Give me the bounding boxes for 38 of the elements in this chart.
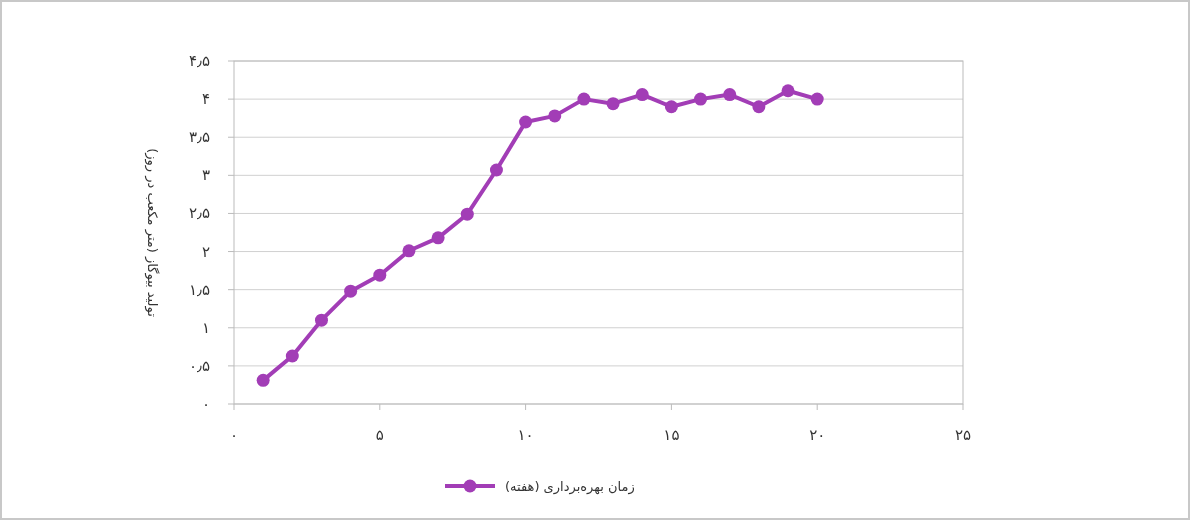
y-axis-title: تولید بیوگاز (متر مکعب در روز) xyxy=(144,148,160,318)
y-tick-label: ۳ xyxy=(201,166,210,185)
x-tick-label: ۲۰ xyxy=(809,426,826,444)
point xyxy=(460,207,474,221)
point xyxy=(635,88,649,102)
point xyxy=(344,284,358,298)
point xyxy=(752,100,766,114)
x-tick-label: ۱۵ xyxy=(663,426,680,444)
x-tick-label: ۱۰ xyxy=(517,426,534,444)
y-tick-label: ۴٫۵ xyxy=(189,52,210,70)
y-tick-label: ۰ xyxy=(201,395,210,413)
point xyxy=(489,163,503,177)
y-tick-label: ۲٫۵ xyxy=(189,204,210,223)
y-tick-label: ۳٫۵ xyxy=(189,128,210,147)
point xyxy=(548,109,562,123)
y-tick-label: ۱ xyxy=(201,318,210,337)
y-tick-label: ۴ xyxy=(201,90,210,109)
x-tick-label: ۵ xyxy=(375,426,384,444)
point xyxy=(781,84,795,98)
x-tick-label: ۰ xyxy=(229,426,239,444)
point xyxy=(431,231,445,245)
point xyxy=(285,349,299,363)
point xyxy=(664,100,678,114)
x-tick-label: ۲۵ xyxy=(954,426,972,444)
y-tick-label: ۰٫۵ xyxy=(189,356,210,375)
point xyxy=(694,92,708,106)
y-tick-label: ۱٫۵ xyxy=(189,280,210,299)
y-tick-label: ۲ xyxy=(201,242,210,261)
point xyxy=(373,268,387,282)
legend-label: زمان بهره‌برداری (هفته) xyxy=(505,479,635,495)
point xyxy=(606,97,620,111)
point xyxy=(402,244,416,258)
point xyxy=(519,115,533,129)
point xyxy=(810,92,824,106)
point xyxy=(723,88,737,102)
point xyxy=(314,313,328,327)
point xyxy=(256,373,270,387)
point xyxy=(577,92,591,106)
